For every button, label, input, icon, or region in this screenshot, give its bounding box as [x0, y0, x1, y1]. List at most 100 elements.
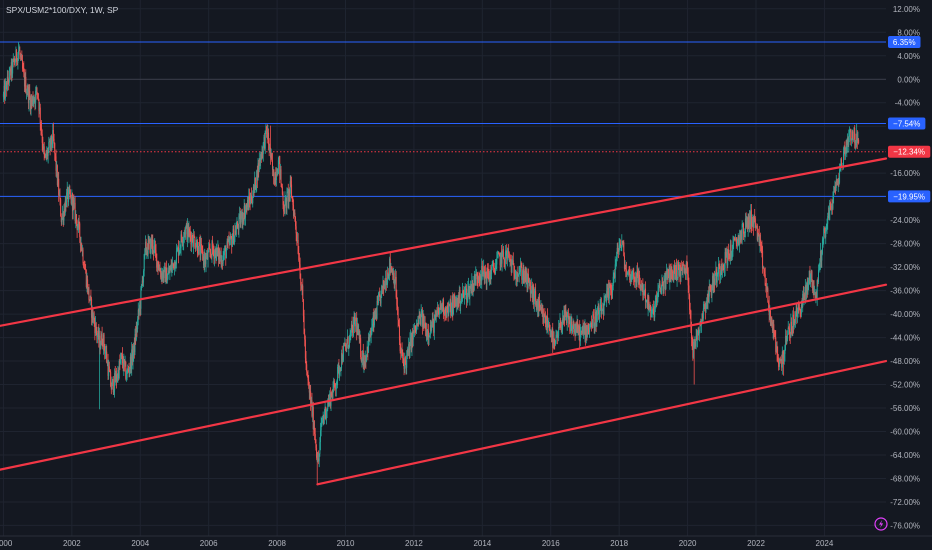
candle-body — [353, 316, 355, 321]
candle-body — [171, 265, 173, 272]
candle-body — [178, 250, 180, 256]
candle-body — [711, 289, 713, 296]
candle-body — [635, 277, 637, 282]
candle-body — [449, 302, 451, 306]
candle-body — [100, 333, 102, 345]
candle-body — [831, 206, 833, 210]
candle-body — [290, 181, 292, 185]
candle-body — [132, 353, 134, 362]
candle-body — [462, 290, 464, 298]
candle-body — [665, 274, 667, 289]
candle-body — [714, 274, 716, 285]
candle-body — [631, 274, 633, 277]
candle-body — [312, 407, 314, 416]
candle-body — [609, 284, 611, 288]
candle-body — [634, 279, 636, 282]
candle-body — [421, 310, 423, 313]
candle-body — [250, 195, 252, 202]
candle-body — [56, 165, 58, 185]
candle-body — [483, 266, 485, 278]
candle-body — [482, 272, 484, 275]
candle-body — [564, 311, 566, 321]
candle-body — [74, 202, 76, 221]
candle-body — [406, 355, 408, 368]
candle-body — [216, 247, 218, 253]
candle-body — [391, 267, 393, 273]
candle-body — [778, 363, 780, 364]
candle-body — [225, 250, 227, 259]
candle-body — [749, 215, 751, 225]
candle-body — [52, 130, 54, 145]
candle-body — [22, 68, 24, 70]
candle-body — [726, 251, 728, 266]
candle-body — [223, 255, 225, 256]
candle-body — [679, 265, 681, 276]
candle-body — [92, 308, 94, 320]
price-level-tag-label: 6.35% — [893, 38, 916, 47]
x-axis[interactable]: 2000 2002 2004 2006 2008 2010 2012 2014 2016 2018… — [0, 535, 932, 548]
candle-body — [792, 314, 794, 333]
candle-body — [152, 250, 154, 253]
candle-body — [800, 311, 802, 314]
candle-body — [125, 361, 127, 379]
candle-body — [708, 293, 710, 297]
candle-body — [770, 317, 772, 326]
candle-body — [365, 357, 367, 362]
candle-body — [64, 209, 66, 214]
x-tick-label: 2000 — [0, 539, 13, 548]
candle-body — [192, 241, 194, 247]
candle-body — [102, 344, 104, 347]
candle-body — [377, 296, 379, 304]
candle-body — [669, 269, 671, 283]
candle-body — [8, 70, 10, 83]
chart-title: SPX/USM2*100/DXY, 1W, SP — [6, 5, 119, 15]
candle-body — [625, 269, 627, 277]
candle-body — [250, 195, 252, 204]
candle-body — [238, 215, 240, 230]
candle-body — [245, 210, 247, 218]
y-tick-label: -76.00% — [890, 521, 920, 530]
candle-body — [212, 249, 214, 251]
candle-body — [266, 126, 268, 131]
candle-body — [673, 265, 675, 273]
candle-body — [693, 341, 695, 343]
candle-body — [326, 409, 328, 412]
channel-trend-lines — [0, 157, 888, 486]
candle-body — [337, 365, 339, 367]
candle-body — [602, 310, 604, 312]
candle-body — [547, 327, 549, 328]
y-tick-label: -68.00% — [890, 474, 920, 483]
candle-body — [107, 361, 109, 376]
candle-body — [489, 272, 491, 280]
candle-body — [406, 350, 408, 356]
candle-body — [641, 283, 643, 287]
candle-body — [702, 313, 704, 319]
candle-body — [193, 234, 195, 247]
candle-body — [10, 68, 12, 76]
candle-body — [776, 345, 778, 354]
candle-body — [54, 153, 56, 157]
candle-body — [816, 291, 818, 298]
candle-body — [310, 400, 312, 405]
candle-body — [43, 146, 45, 155]
candle-body — [857, 139, 859, 142]
candle-body — [581, 330, 583, 332]
candle-body — [313, 427, 315, 430]
candle-body — [462, 290, 464, 294]
candle-body — [769, 310, 771, 316]
candle-body — [721, 265, 723, 271]
candle-body — [843, 151, 845, 167]
candle-body — [621, 240, 623, 247]
candle-body — [689, 309, 691, 311]
candle-body — [666, 270, 668, 275]
tradingview-lightning-icon[interactable] — [874, 517, 888, 531]
candle-body — [450, 310, 452, 316]
x-tick-label: 2002 — [63, 539, 81, 548]
candle-body — [208, 247, 210, 252]
candle-body — [16, 60, 18, 63]
candle-body — [791, 330, 793, 333]
candle-body — [561, 326, 563, 330]
candle-body — [352, 320, 354, 336]
candle-body — [180, 234, 182, 248]
